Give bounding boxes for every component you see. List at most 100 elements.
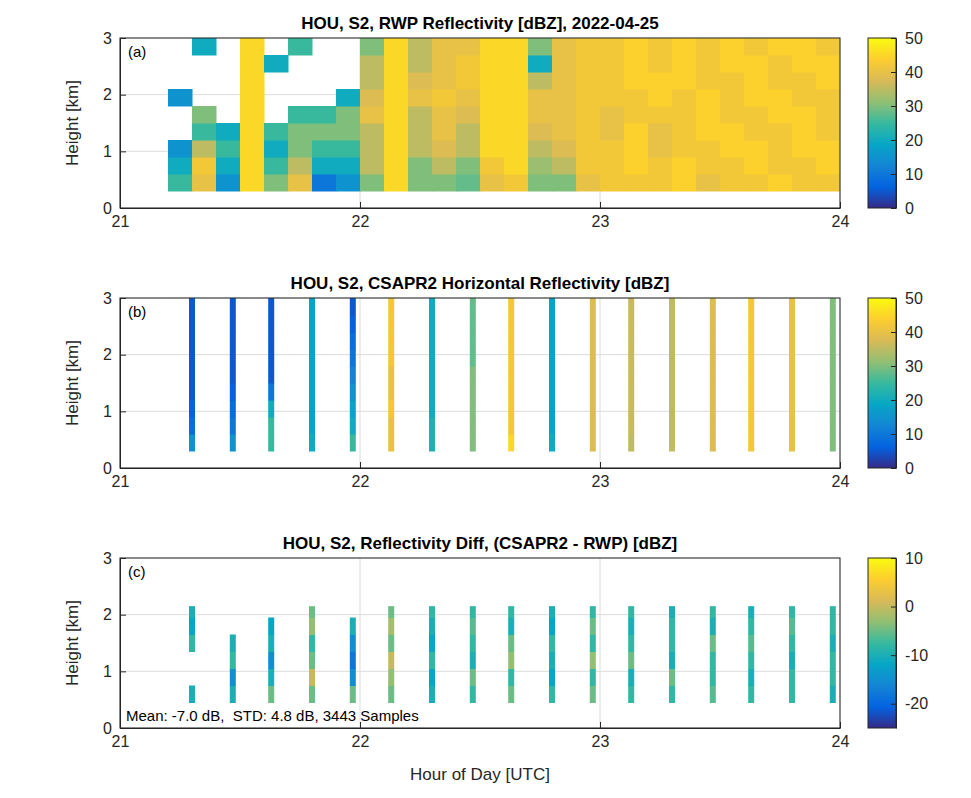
heatmap-cell (816, 140, 840, 158)
strip-cell (549, 383, 555, 401)
strip-cell (508, 635, 514, 653)
strip-cell (830, 686, 836, 704)
strip-cell (230, 434, 236, 452)
heatmap-cell (624, 55, 649, 73)
panel-title: HOU, S2, Reflectivity Diff, (CSAPR2 - RW… (283, 534, 678, 553)
data-cells (168, 38, 840, 192)
heatmap-cell (408, 174, 433, 192)
strip-cell (669, 618, 675, 636)
strip-cell (350, 400, 356, 418)
strip-cell (710, 635, 716, 653)
heatmap-cell (648, 174, 673, 192)
strip-cell (590, 686, 596, 704)
strip-cell (470, 400, 476, 418)
grid-line (360, 298, 361, 468)
colorbar-tick-label: 20 (905, 392, 923, 409)
tick-mark (120, 411, 126, 412)
strip-cell (590, 606, 596, 618)
strip-cell (268, 417, 274, 435)
colorbar-tick: 40 (891, 324, 923, 341)
strip-cell (230, 366, 236, 384)
colorbar-tick-label: 40 (905, 64, 923, 81)
heatmap-cell (456, 106, 481, 124)
heatmap-cell (456, 140, 481, 158)
heatmap-cell (480, 157, 505, 175)
colorbar-tick-label: 0 (905, 200, 914, 217)
strip-cell (309, 652, 315, 670)
heatmap-cell (480, 38, 505, 56)
strip-cell (830, 652, 836, 670)
heatmap-cell (480, 123, 505, 141)
heatmap-cell (576, 140, 601, 158)
heatmap-cell (552, 106, 577, 124)
tick-mark (891, 434, 896, 435)
strip-cell (789, 315, 795, 333)
heatmap-cell (696, 157, 721, 175)
heatmap-cell (696, 174, 721, 192)
panel-letter: (b) (128, 303, 146, 320)
plot-background (120, 558, 840, 728)
colorbar-axis: 01020304050 (891, 290, 923, 477)
heatmap-cell (456, 123, 481, 141)
x-tick: 22 (352, 722, 370, 750)
heatmap-cell (600, 38, 625, 56)
strip-cell (789, 383, 795, 401)
heatmap-cell (240, 72, 265, 90)
heatmap-cell (408, 55, 433, 73)
strip-cell (508, 434, 514, 452)
heatmap-cell (408, 123, 433, 141)
strip-cell (590, 383, 596, 401)
strip-cell (590, 400, 596, 418)
heatmap-cell (552, 55, 577, 73)
heatmap-cell (504, 140, 529, 158)
heatmap-cell (384, 89, 409, 107)
panel-letter: (a) (128, 43, 146, 60)
heatmap-cell (168, 140, 193, 158)
heatmap-cell (312, 157, 337, 175)
strip-cell (429, 383, 435, 401)
heatmap-cell (240, 140, 265, 158)
strip-cell (628, 606, 634, 618)
heatmap-cell (504, 89, 529, 107)
colorbar-tick: 20 (891, 392, 923, 409)
heatmap-cell (744, 123, 769, 141)
x-tick-label: 24 (832, 733, 850, 750)
heatmap-cell (360, 123, 385, 141)
strip-cell (789, 606, 795, 618)
strip-cell (429, 606, 435, 618)
heatmap-cell (384, 55, 409, 73)
strip-cell (189, 618, 195, 636)
heatmap-cell (552, 72, 577, 90)
strip-cell (470, 606, 476, 618)
strip-cell (230, 417, 236, 435)
strip-cell (508, 417, 514, 435)
strip-cell (669, 417, 675, 435)
heatmap-cell (216, 140, 241, 158)
heatmap-cell (504, 123, 529, 141)
y-tick-label: 3 (103, 290, 112, 307)
heatmap-cell (336, 174, 361, 192)
heatmap-cell (792, 174, 817, 192)
strip-cell (388, 298, 394, 316)
strip-cell (268, 635, 274, 653)
colorbar-tick-label: 30 (905, 358, 923, 375)
heatmap-cell (576, 55, 601, 73)
heatmap-cell (792, 55, 817, 73)
x-tick-label: 23 (592, 733, 610, 750)
heatmap-cell (816, 89, 840, 107)
x-tick-label: 22 (352, 733, 370, 750)
colorbar-tick-label: -20 (905, 695, 928, 712)
strip-cell (748, 635, 754, 653)
heatmap-cell (360, 55, 385, 73)
strip-cell (230, 669, 236, 687)
heatmap-cell (456, 55, 481, 73)
heatmap-cell (816, 157, 840, 175)
heatmap-cell (288, 157, 313, 175)
heatmap-cell (432, 140, 457, 158)
heatmap-cell (672, 38, 697, 56)
tick-mark (120, 355, 126, 356)
axis-line (120, 39, 121, 209)
heatmap-cell (456, 72, 481, 90)
strip-cell (789, 652, 795, 670)
colorbar-tick-label: 20 (905, 132, 923, 149)
